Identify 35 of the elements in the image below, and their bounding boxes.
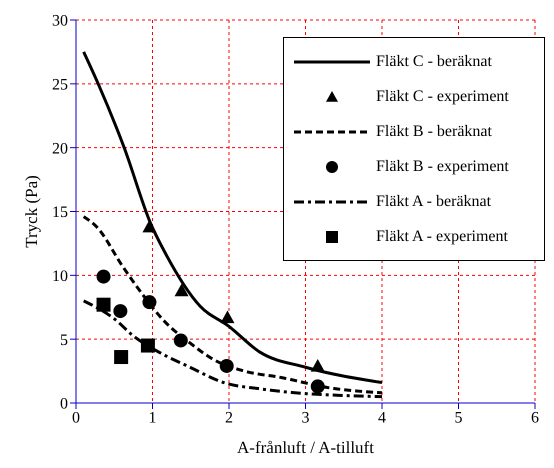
y-tick-label: 25	[52, 76, 68, 94]
point	[142, 295, 156, 310]
point	[140, 338, 155, 353]
legend-label: Fläkt C - beräknat	[376, 52, 492, 70]
point	[310, 379, 325, 394]
legend-label: Fläkt C - experiment	[376, 88, 509, 106]
point	[174, 284, 189, 296]
point	[114, 350, 128, 364]
y-axis-title: Tryck (Pa)	[22, 175, 42, 248]
y-tick-label: 15	[52, 204, 68, 222]
point	[220, 310, 234, 324]
point	[174, 333, 188, 348]
x-tick-label: 1	[148, 409, 156, 426]
legend-label: Fläkt A - experiment	[376, 228, 508, 246]
legend-label: Fläkt B - experiment	[376, 158, 509, 176]
y-tick-label: 0	[60, 396, 68, 413]
y-tick-label: 20	[52, 140, 68, 158]
x-axis-title: A-frånluft / A-tilluft	[237, 438, 374, 457]
x-tick-label: 0	[72, 409, 80, 426]
x-tick-label: 5	[454, 409, 462, 426]
point	[310, 358, 325, 372]
x-tick-label: 6	[531, 409, 539, 426]
x-tick-label: 4	[378, 409, 386, 426]
point	[220, 358, 234, 373]
point	[96, 270, 111, 284]
y-tick-label: 30	[52, 12, 68, 30]
x-tick-label: 3	[302, 409, 310, 426]
x-tick-label: 2	[225, 409, 233, 426]
point	[96, 298, 111, 312]
y-tick-label: 10	[52, 268, 68, 286]
point	[142, 220, 156, 232]
point	[113, 304, 128, 318]
legend-label: Fläkt B - beräknat	[376, 122, 492, 140]
y-tick-label: 5	[60, 332, 68, 349]
legend-label: Fläkt A - beräknat	[376, 192, 492, 210]
